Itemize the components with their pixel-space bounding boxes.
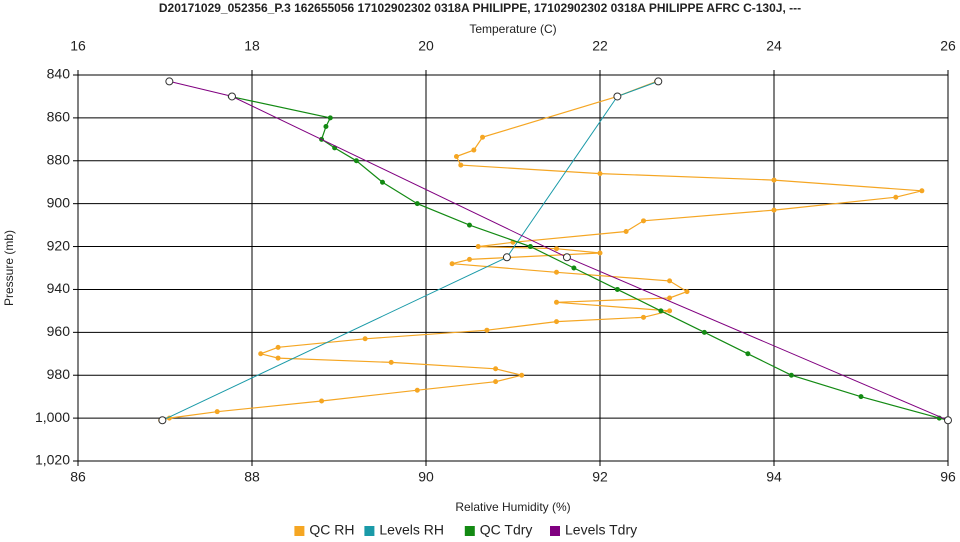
marker (227, 92, 236, 101)
marker (641, 314, 646, 320)
marker (527, 244, 533, 250)
x2-tick-label: 22 (592, 38, 608, 54)
legend-swatch (464, 526, 475, 536)
marker (571, 265, 577, 271)
y-tick-label: 920 (47, 237, 71, 253)
legend-swatch (294, 526, 305, 536)
x2-tick-label: 20 (418, 38, 434, 54)
legend-label: QC RH (309, 522, 354, 538)
marker (493, 366, 499, 372)
marker (380, 179, 385, 185)
marker (158, 416, 167, 425)
marker (562, 253, 571, 262)
y-tick-label: 880 (47, 151, 71, 167)
marker (275, 344, 281, 350)
marker (449, 261, 455, 267)
marker (467, 256, 472, 262)
marker (614, 286, 620, 292)
x-tick-label: 94 (766, 469, 782, 485)
marker (658, 308, 664, 314)
marker (165, 77, 174, 86)
marker (788, 372, 794, 378)
marker (745, 351, 751, 357)
marker (327, 115, 333, 121)
marker (641, 218, 646, 224)
marker (944, 416, 952, 425)
legend-label: Levels RH (379, 522, 444, 538)
marker (771, 207, 777, 213)
marker (414, 387, 420, 393)
y-tick-label: 940 (47, 280, 71, 296)
y-tick-label: 840 (47, 66, 71, 82)
y-tick-label: 1,020 (35, 452, 70, 468)
marker (480, 134, 486, 140)
marker (554, 299, 559, 305)
marker (475, 244, 481, 250)
x-tick-label: 90 (418, 469, 434, 485)
x2-tick-label: 16 (70, 38, 86, 54)
marker (654, 77, 663, 86)
marker (414, 201, 420, 207)
marker (667, 295, 673, 301)
marker (484, 327, 490, 333)
marker (554, 246, 559, 252)
x-axis-label: Relative Humidity (%) (455, 500, 570, 514)
marker (502, 253, 511, 262)
marker (597, 250, 603, 256)
x-tick-label: 88 (244, 469, 260, 485)
marker (893, 194, 899, 200)
marker (771, 177, 777, 183)
marker (471, 147, 477, 153)
marker (493, 379, 499, 385)
legend-label: QC Tdry (480, 522, 533, 538)
legend-label: Levels Tdry (565, 522, 637, 538)
x2-tick-label: 26 (940, 38, 956, 54)
marker (275, 355, 281, 361)
marker (613, 92, 622, 101)
legend-swatch (550, 526, 560, 536)
marker (258, 351, 264, 357)
marker (684, 289, 690, 295)
marker (214, 409, 220, 415)
legend-swatch (364, 526, 375, 536)
marker (323, 123, 329, 129)
plot-area (77, 74, 949, 462)
marker (353, 158, 359, 164)
x-tick-label: 96 (940, 469, 956, 485)
series-line (162, 80, 659, 421)
series-line (169, 80, 949, 421)
x-tick-label: 92 (592, 469, 608, 485)
marker (319, 398, 325, 404)
marker (858, 394, 864, 400)
marker (667, 278, 673, 284)
marker (458, 162, 464, 168)
y-tick-label: 980 (47, 366, 71, 382)
marker (623, 229, 629, 235)
x-tick-label: 86 (70, 469, 86, 485)
x2-tick-label: 18 (244, 38, 260, 54)
chart-title: D20171029_052356_P.3 162655056 171029023… (159, 1, 801, 15)
marker (519, 372, 525, 378)
marker (453, 153, 459, 159)
marker (597, 171, 603, 177)
marker (467, 222, 472, 228)
y-axis-label: Pressure (mb) (2, 230, 16, 306)
y-tick-label: 900 (47, 194, 71, 210)
marker (554, 269, 559, 275)
y-tick-label: 960 (47, 323, 71, 339)
x2-axis-label: Temperature (C) (469, 22, 556, 36)
marker (388, 359, 394, 365)
x2-tick-label: 24 (766, 38, 782, 54)
marker (701, 329, 707, 335)
marker (919, 188, 925, 194)
marker (554, 319, 559, 325)
y-tick-label: 860 (47, 109, 71, 125)
y-tick-label: 1,000 (35, 409, 70, 425)
marker (362, 336, 368, 342)
marker (667, 308, 673, 314)
